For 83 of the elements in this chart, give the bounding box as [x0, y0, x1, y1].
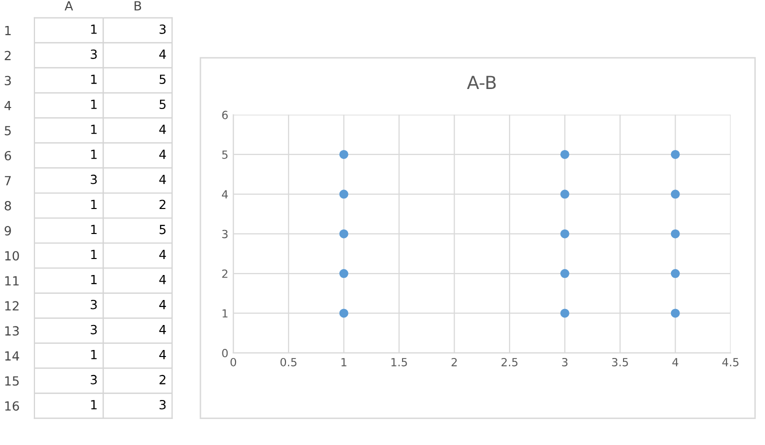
data-label: 5 — [160, 74, 166, 84]
data-label: 1 — [91, 74, 97, 84]
data-label: 2 — [160, 200, 166, 209]
data-label: 4 — [159, 250, 166, 260]
x-tick-label: 2.5 — [502, 358, 518, 366]
x-tick-label: 4.5 — [722, 358, 738, 366]
y-tick-label: 6 — [222, 110, 228, 120]
y-tick-label: 2 — [4, 50, 11, 60]
point — [339, 150, 348, 159]
y-tick-label: 13 — [5, 326, 19, 336]
data-label: 4 — [159, 325, 166, 334]
data-label: 4 — [159, 350, 166, 360]
y-tick-label: 2 — [222, 270, 228, 278]
data-label: 2 — [160, 374, 166, 384]
x-tick-label: 0 — [230, 358, 236, 366]
data-label: 3 — [90, 50, 97, 59]
data-label: 3 — [90, 374, 97, 384]
y-tick-label: 9 — [4, 226, 11, 236]
point — [560, 308, 570, 318]
y-tick-label: 14 — [5, 351, 20, 360]
data-label: 3 — [160, 400, 166, 410]
x-tick-label: 1 — [342, 358, 346, 366]
data-label: 3 — [90, 324, 97, 334]
data-label: 3 — [160, 24, 166, 34]
y-tick-label: 5 — [222, 150, 228, 159]
data-label: 4 — [159, 124, 166, 134]
data-label: 1 — [91, 100, 97, 109]
x-tick-label: 3.5 — [612, 358, 628, 366]
point — [339, 308, 348, 318]
data-label: 1 — [91, 274, 97, 284]
data-label: 1 — [91, 124, 97, 134]
x-tick-label: B — [134, 1, 142, 10]
data-label: 1 — [91, 224, 97, 234]
y-tick-label: 3 — [222, 230, 228, 238]
point — [339, 269, 348, 278]
data-label: 4 — [159, 174, 166, 184]
y-tick-label: 7 — [4, 176, 11, 186]
y-tick-label: 11 — [5, 276, 19, 286]
data-label: 5 — [160, 224, 166, 234]
y-tick-label: 10 — [5, 251, 19, 261]
point — [670, 308, 680, 318]
y-tick-label: 15 — [5, 376, 19, 386]
y-tick-label: 6 — [4, 150, 12, 160]
y-tick-label: 1 — [5, 26, 11, 36]
y-tick-label: 4 — [222, 190, 228, 198]
data-label: 5 — [160, 100, 166, 110]
y-tick-label: 5 — [4, 126, 11, 136]
y-tick-label: 3 — [4, 76, 11, 86]
data-label: 4 — [159, 150, 166, 159]
point — [670, 190, 680, 199]
y-tick-label: 1 — [222, 309, 228, 318]
y-tick-label: 0 — [222, 348, 228, 358]
x-tick-label: 4 — [672, 358, 678, 366]
data-label: 3 — [90, 300, 97, 310]
x-tick-label: 2 — [452, 358, 457, 366]
point — [560, 229, 570, 238]
data-label: 1 — [91, 150, 97, 159]
y-tick-label: 16 — [5, 401, 19, 411]
x-tick-label: 0.5 — [280, 358, 296, 366]
data-label: 1 — [91, 400, 97, 410]
point — [560, 190, 570, 199]
data-label: 3 — [90, 174, 97, 184]
chart-title: A-B — [466, 76, 496, 89]
data-label: 1 — [91, 350, 97, 360]
point — [560, 269, 570, 278]
data-label: 4 — [159, 50, 166, 59]
data-label: 1 — [91, 200, 97, 209]
point — [339, 229, 348, 238]
point — [670, 269, 680, 278]
y-tick-label: 12 — [5, 301, 19, 310]
y-tick-label: 8 — [4, 201, 11, 210]
data-label: 1 — [91, 250, 97, 260]
x-tick-label: 1.5 — [391, 358, 407, 366]
y-tick-label: 4 — [4, 101, 12, 110]
x-tick-label: A — [64, 1, 74, 10]
data-label: 4 — [159, 274, 166, 284]
point — [670, 229, 680, 238]
point — [560, 150, 570, 159]
data-label: 1 — [91, 24, 97, 34]
x-tick-label: 3 — [562, 358, 568, 366]
data-label: 4 — [159, 300, 166, 310]
point — [670, 150, 680, 159]
point — [339, 190, 348, 199]
